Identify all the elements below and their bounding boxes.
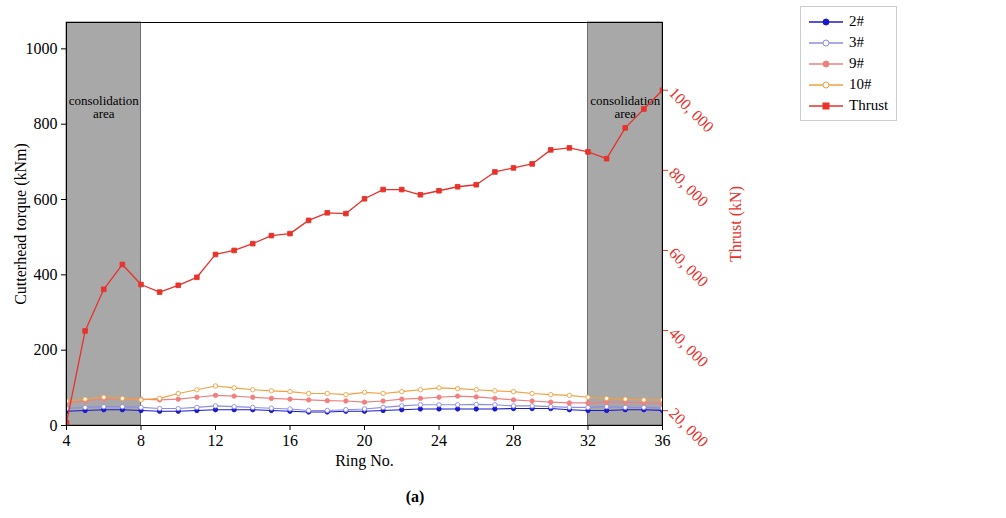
svg-text:40, 000: 40, 000 <box>666 324 712 370</box>
svg-text:12: 12 <box>208 432 224 449</box>
svg-text:8: 8 <box>137 432 145 449</box>
svg-text:800: 800 <box>34 115 58 132</box>
svg-text:Ring No.: Ring No. <box>335 452 394 470</box>
svg-text:100, 000: 100, 000 <box>666 84 718 136</box>
html-text:2#: 2# <box>849 13 864 29</box>
svg-text:0: 0 <box>50 417 58 434</box>
svg-text:32: 32 <box>580 432 596 449</box>
svg-text:20, 000: 20, 000 <box>666 404 712 450</box>
svg-text:Thrust (kN): Thrust (kN) <box>727 186 745 262</box>
svg-text:16: 16 <box>282 432 298 449</box>
svg-text:4: 4 <box>63 432 71 449</box>
svg-text:600: 600 <box>34 191 58 208</box>
svg-text:28: 28 <box>506 432 522 449</box>
html-text:3#: 3# <box>849 34 864 50</box>
svg-text:20: 20 <box>357 432 373 449</box>
html-text:9#: 9# <box>849 55 864 71</box>
svg-text:80, 000: 80, 000 <box>666 164 712 210</box>
svg-text:consolidationarea: consolidationarea <box>590 93 661 121</box>
html-text:10#: 10# <box>849 76 872 92</box>
svg-text:consolidationarea: consolidationarea <box>69 93 140 121</box>
svg-text:Cutterhead torque (kNm): Cutterhead torque (kNm) <box>12 143 30 305</box>
svg-text:1000: 1000 <box>26 40 58 57</box>
html-text:(a): (a) <box>405 488 425 505</box>
svg-text:24: 24 <box>431 432 447 449</box>
svg-text:60, 000: 60, 000 <box>666 244 712 290</box>
html-text:Thrust: Thrust <box>849 97 889 113</box>
svg-text:36: 36 <box>655 432 671 449</box>
svg-text:400: 400 <box>34 266 58 283</box>
svg-text:200: 200 <box>34 341 58 358</box>
